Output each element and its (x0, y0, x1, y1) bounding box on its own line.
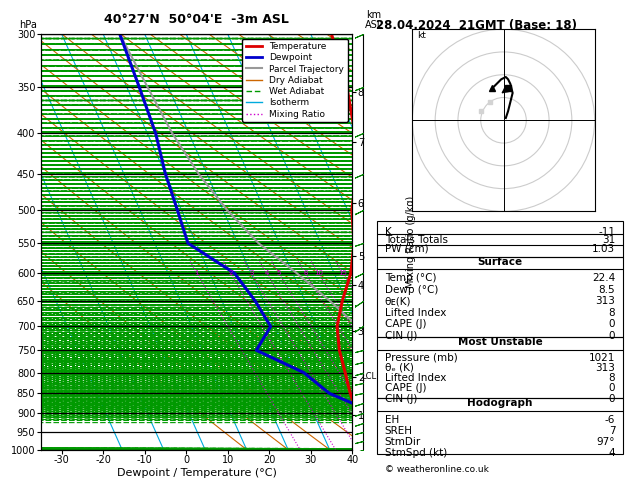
Text: K: K (385, 227, 391, 237)
Text: LCL: LCL (362, 372, 377, 382)
Text: 313: 313 (596, 363, 615, 373)
Y-axis label: Mixing Ratio (g/kg): Mixing Ratio (g/kg) (406, 196, 416, 288)
Text: Most Unstable: Most Unstable (458, 337, 542, 347)
Text: 31: 31 (602, 235, 615, 245)
Bar (377, 257, 623, 337)
Text: θᴇ(K): θᴇ(K) (385, 296, 411, 306)
Text: 97°: 97° (597, 437, 615, 447)
Text: 28.04.2024  21GMT (Base: 18): 28.04.2024 21GMT (Base: 18) (376, 19, 577, 33)
Text: CAPE (J): CAPE (J) (385, 383, 426, 393)
Text: 1: 1 (195, 270, 199, 276)
Bar (377, 399, 623, 454)
Text: 3: 3 (249, 270, 253, 276)
Text: 0: 0 (609, 319, 615, 330)
Text: Hodograph: Hodograph (467, 399, 533, 408)
Legend: Temperature, Dewpoint, Parcel Trajectory, Dry Adiabat, Wet Adiabat, Isotherm, Mi: Temperature, Dewpoint, Parcel Trajectory… (242, 38, 348, 122)
Text: 4: 4 (609, 448, 615, 458)
X-axis label: Dewpoint / Temperature (°C): Dewpoint / Temperature (°C) (116, 468, 277, 478)
Text: © weatheronline.co.uk: © weatheronline.co.uk (385, 465, 489, 474)
Text: 5: 5 (277, 270, 281, 276)
Text: Pressure (mb): Pressure (mb) (385, 353, 457, 363)
Text: 10: 10 (314, 270, 323, 276)
Text: Dewp (°C): Dewp (°C) (385, 285, 438, 295)
Text: 0: 0 (609, 394, 615, 403)
Text: θₑ (K): θₑ (K) (385, 363, 414, 373)
Text: Lifted Index: Lifted Index (385, 373, 446, 383)
Text: CIN (J): CIN (J) (385, 331, 417, 341)
Text: Temp (°C): Temp (°C) (385, 273, 437, 283)
Text: 4: 4 (264, 270, 269, 276)
Text: CAPE (J): CAPE (J) (385, 319, 426, 330)
Text: StmSpd (kt): StmSpd (kt) (385, 448, 447, 458)
Text: 1021: 1021 (589, 353, 615, 363)
Text: 8: 8 (303, 270, 308, 276)
Text: SREH: SREH (385, 426, 413, 436)
Text: 8: 8 (609, 308, 615, 318)
Bar (377, 222, 623, 257)
Text: 40°27'N  50°04'E  -3m ASL: 40°27'N 50°04'E -3m ASL (104, 13, 289, 26)
Text: 8: 8 (609, 373, 615, 383)
Text: Totals Totals: Totals Totals (385, 235, 448, 245)
Text: Surface: Surface (477, 257, 523, 267)
Bar (377, 337, 623, 399)
Text: 313: 313 (596, 296, 615, 306)
Text: 1.03: 1.03 (593, 244, 615, 254)
Text: -6: -6 (605, 415, 615, 425)
Text: 8.5: 8.5 (599, 285, 615, 295)
Text: Lifted Index: Lifted Index (385, 308, 446, 318)
Text: 22.4: 22.4 (592, 273, 615, 283)
Text: km
ASL: km ASL (365, 10, 383, 30)
Text: 15: 15 (338, 270, 347, 276)
Text: PW (cm): PW (cm) (385, 244, 428, 254)
Text: StmDir: StmDir (385, 437, 421, 447)
Text: kt: kt (417, 31, 426, 40)
Text: hPa: hPa (19, 20, 37, 30)
Text: EH: EH (385, 415, 399, 425)
Text: -11: -11 (598, 227, 615, 237)
Text: 7: 7 (609, 426, 615, 436)
Text: CIN (J): CIN (J) (385, 394, 417, 403)
Text: 2: 2 (228, 270, 233, 276)
Text: 0: 0 (609, 331, 615, 341)
Text: 0: 0 (609, 383, 615, 393)
